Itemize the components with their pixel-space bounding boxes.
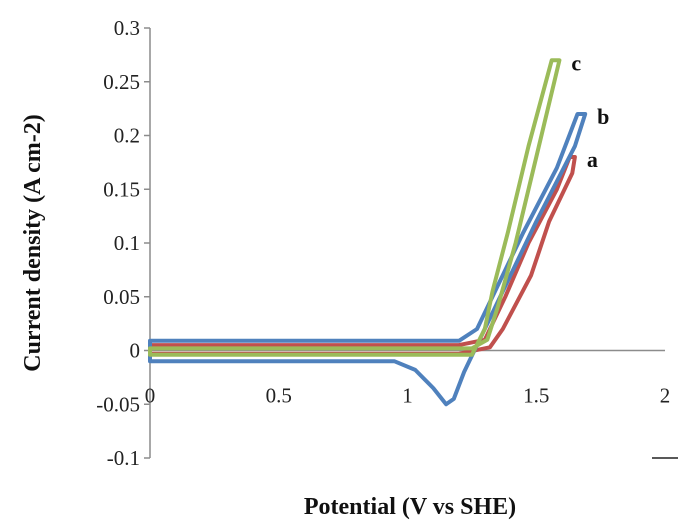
y-tick-label: 0 xyxy=(130,339,141,363)
series-label-c: c xyxy=(571,50,581,75)
series-label-a: a xyxy=(587,147,598,172)
y-tick-label: -0.05 xyxy=(96,392,140,416)
tick-labels: 0.30.250.20.150.10.050-0.05-0.10 0.5 1 1.5 2 xyxy=(96,16,670,470)
y-tick-label: 0.15 xyxy=(103,177,140,201)
series-label-b: b xyxy=(597,104,609,129)
series-line-b xyxy=(148,112,588,407)
y-axis-title: Current density (A cm-2) xyxy=(20,114,46,372)
y-tick-label: -0.1 xyxy=(107,446,140,470)
x-tick-label: 1.5 xyxy=(523,384,549,408)
y-tick-label: 0.2 xyxy=(114,124,140,148)
y-tick-label: 0.05 xyxy=(103,285,140,309)
series-labels: ab c xyxy=(571,50,609,172)
y-tick-label: 0.25 xyxy=(103,70,140,94)
x-tick-label: 0 xyxy=(145,384,156,408)
series-line-c xyxy=(148,58,562,357)
x-axis-title: Potential (V vs SHE) xyxy=(304,494,516,520)
y-tick-label: 0.3 xyxy=(114,16,140,40)
series-group xyxy=(148,58,588,407)
x-tick-label: 1 xyxy=(402,384,413,408)
y-tick-label: 0.1 xyxy=(114,231,140,255)
x-tick-label: 2 xyxy=(660,384,671,408)
axes xyxy=(144,27,678,459)
x-tick-label: 0.5 xyxy=(266,384,292,408)
